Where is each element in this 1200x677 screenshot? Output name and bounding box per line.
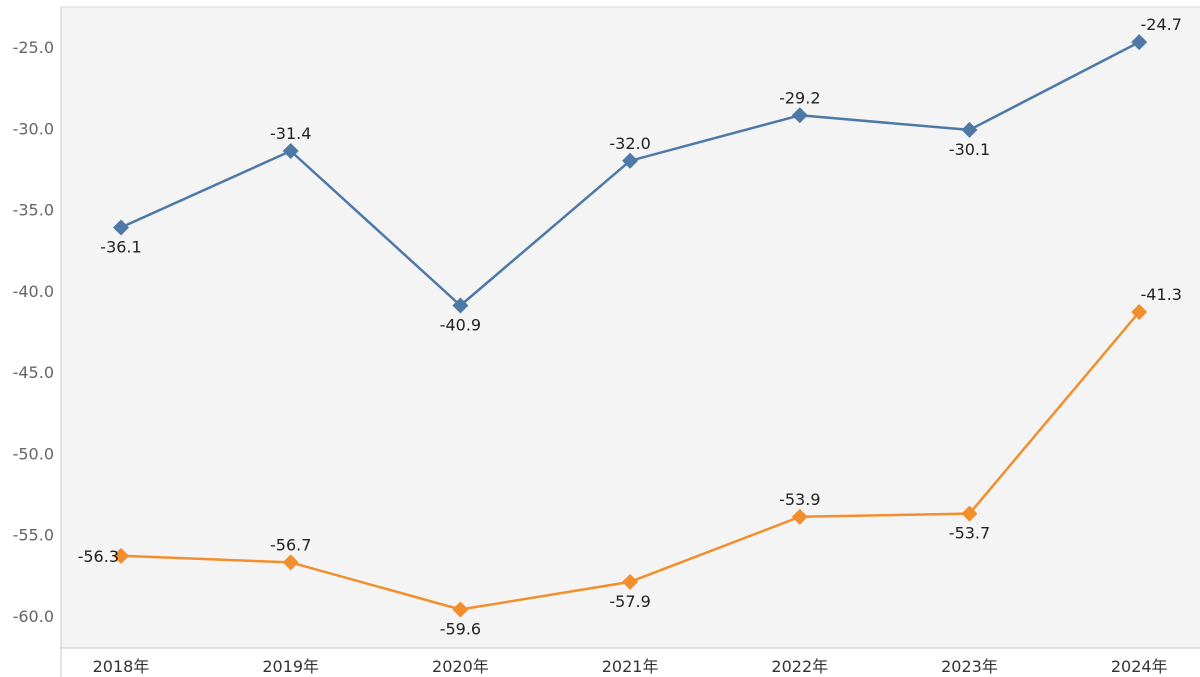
- data-point-marker: [961, 505, 978, 522]
- data-label: -40.9: [440, 315, 481, 334]
- data-label: -29.2: [779, 88, 820, 107]
- x-tick-label: 2021年: [602, 657, 659, 676]
- x-tick-label: 2019年: [262, 657, 319, 676]
- data-point-marker: [282, 554, 299, 571]
- data-point-marker: [282, 143, 299, 160]
- data-label: -31.4: [270, 124, 311, 143]
- x-tick-label: 2023年: [941, 657, 998, 676]
- y-tick-label: -60.0: [13, 607, 54, 626]
- series-1: -36.1 -31.4 -40.9 -32.0 -29.2 -30.1 -24.7: [100, 15, 1182, 334]
- data-point-marker: [791, 107, 808, 124]
- y-axis-ticks: -25.0 -30.0 -35.0 -40.0 -45.0 -50.0 -55.0 -60.0: [13, 38, 54, 626]
- data-label: -57.9: [609, 592, 650, 611]
- data-point-marker: [452, 297, 469, 314]
- y-tick-label: -50.0: [13, 444, 54, 463]
- y-tick-label: -40.0: [13, 282, 54, 301]
- data-point-marker: [622, 152, 639, 169]
- plot-area: [61, 7, 1200, 648]
- data-label: -32.0: [609, 134, 650, 153]
- data-point-marker: [452, 601, 469, 618]
- data-label: -59.6: [440, 619, 481, 638]
- data-point-marker: [791, 508, 808, 525]
- data-label: -53.9: [779, 490, 820, 509]
- data-point-marker: [113, 547, 129, 564]
- y-tick-label: -55.0: [13, 526, 54, 545]
- x-tick-label: 2024年: [1111, 657, 1168, 676]
- y-tick-label: -30.0: [13, 119, 54, 138]
- data-label: -24.7: [1140, 15, 1181, 34]
- data-label: -56.3: [78, 547, 119, 566]
- x-tick-label: 2018年: [93, 657, 150, 676]
- data-label: -30.1: [949, 140, 990, 159]
- series-2: -56.3 -56.7 -59.6 -57.9 -53.9 -53.7 -41.3: [78, 285, 1182, 639]
- x-tick-label: 2022年: [771, 657, 828, 676]
- data-point-marker: [1131, 303, 1148, 320]
- data-label: -56.7: [270, 535, 311, 554]
- series-layer: -36.1 -31.4 -40.9 -32.0 -29.2 -30.1 -24.7 -56.3…: [78, 15, 1182, 638]
- data-label: -53.7: [949, 524, 990, 543]
- x-tick-label: 2020年: [432, 657, 489, 676]
- data-label: -36.1: [100, 237, 141, 256]
- data-point-marker: [1131, 34, 1148, 51]
- y-tick-label: -25.0: [13, 38, 54, 57]
- data-point-marker: [961, 121, 978, 138]
- data-point-marker: [622, 573, 639, 590]
- data-point-marker: [113, 219, 129, 236]
- data-label: -41.3: [1140, 285, 1181, 304]
- y-tick-label: -45.0: [13, 363, 54, 382]
- y-tick-label: -35.0: [13, 201, 54, 220]
- x-axis-ticks: 2018年 2019年 2020年 2021年 2022年 2023年 2024年: [93, 657, 1168, 676]
